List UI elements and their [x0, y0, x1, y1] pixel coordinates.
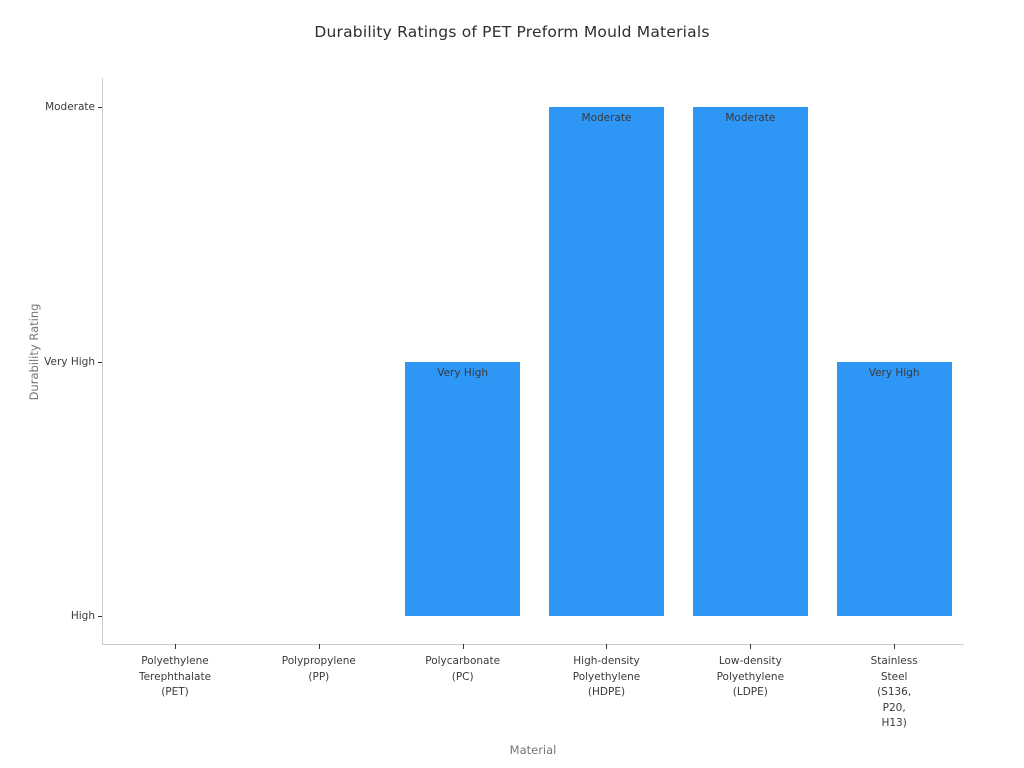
x-tick-label-line: (LDPE): [732, 686, 768, 698]
x-tick-label-line: (PC): [451, 670, 474, 683]
x-tick-label-line: Steel: [880, 670, 908, 683]
y-axis-label: Durability Rating: [27, 303, 41, 401]
x-tick-label-line: Stainless: [870, 655, 918, 667]
x-tick-mark: [894, 644, 896, 649]
x-tick-label: Polycarbonate (PC): [398, 654, 528, 685]
x-tick-label-line: Polyethylene: [572, 670, 641, 683]
plot-area: High Very High Moderate Polyethylene Terepht…: [44, 78, 964, 729]
x-tick-mark: [750, 644, 752, 649]
bar-value-label: Very High: [437, 366, 489, 379]
y-tick-mark: [98, 616, 102, 617]
x-axis-label: Material: [509, 743, 557, 757]
x-tick-label-line: H13): [881, 717, 907, 729]
bar: [405, 361, 521, 616]
bar-value-label: Moderate: [725, 112, 776, 124]
x-tick-mark: [606, 644, 608, 649]
x-tick-mark: [462, 644, 464, 649]
y-tick-mark: [98, 361, 102, 363]
x-tick-label: Polypropylene (PP): [254, 654, 384, 685]
x-tick-mark: [175, 644, 176, 649]
bar: [548, 107, 664, 616]
x-tick-label-line: High-density: [573, 655, 640, 667]
chart-title: Durability Ratings of PET Preform Mould …: [314, 23, 710, 41]
x-tick-label-line: Terephthalate: [138, 670, 212, 683]
x-tick-mark: [318, 644, 320, 649]
x-tick-label: Polyethylene Terephthalate (PET): [110, 654, 240, 701]
x-tick-label: High-density Polyethylene (HDPE): [541, 654, 671, 701]
x-tick-label-line: P20,: [882, 701, 906, 714]
x-tick-label: Low-density Polyethylene (LDPE): [685, 654, 815, 701]
bar: [692, 107, 808, 616]
y-tick-label: Very High: [44, 355, 95, 368]
y-tick-label: High: [70, 610, 95, 622]
y-tick-label: Moderate: [45, 101, 95, 113]
x-tick-label-line: Polyethylene: [716, 670, 785, 683]
x-tick-label-line: Low-density: [718, 655, 782, 667]
bar-value-label: Very High: [868, 366, 920, 379]
x-tick-label-line: (PP): [308, 670, 330, 683]
x-tick-label-line: (HDPE): [587, 686, 626, 698]
x-tick-label-line: (S136,: [877, 686, 912, 698]
x-tick-label: Stainless Steel (S136, P20, H13): [829, 654, 959, 732]
x-tick-label-line: Polycarbonate: [425, 655, 501, 667]
bar-value-label: Moderate: [581, 112, 632, 124]
x-tick-label-line: (PET): [161, 686, 189, 698]
bar: [836, 361, 952, 616]
x-tick-label-line: Polypropylene: [281, 655, 356, 667]
y-tick-mark: [98, 107, 102, 108]
x-tick-label-line: Polyethylene: [141, 655, 209, 667]
